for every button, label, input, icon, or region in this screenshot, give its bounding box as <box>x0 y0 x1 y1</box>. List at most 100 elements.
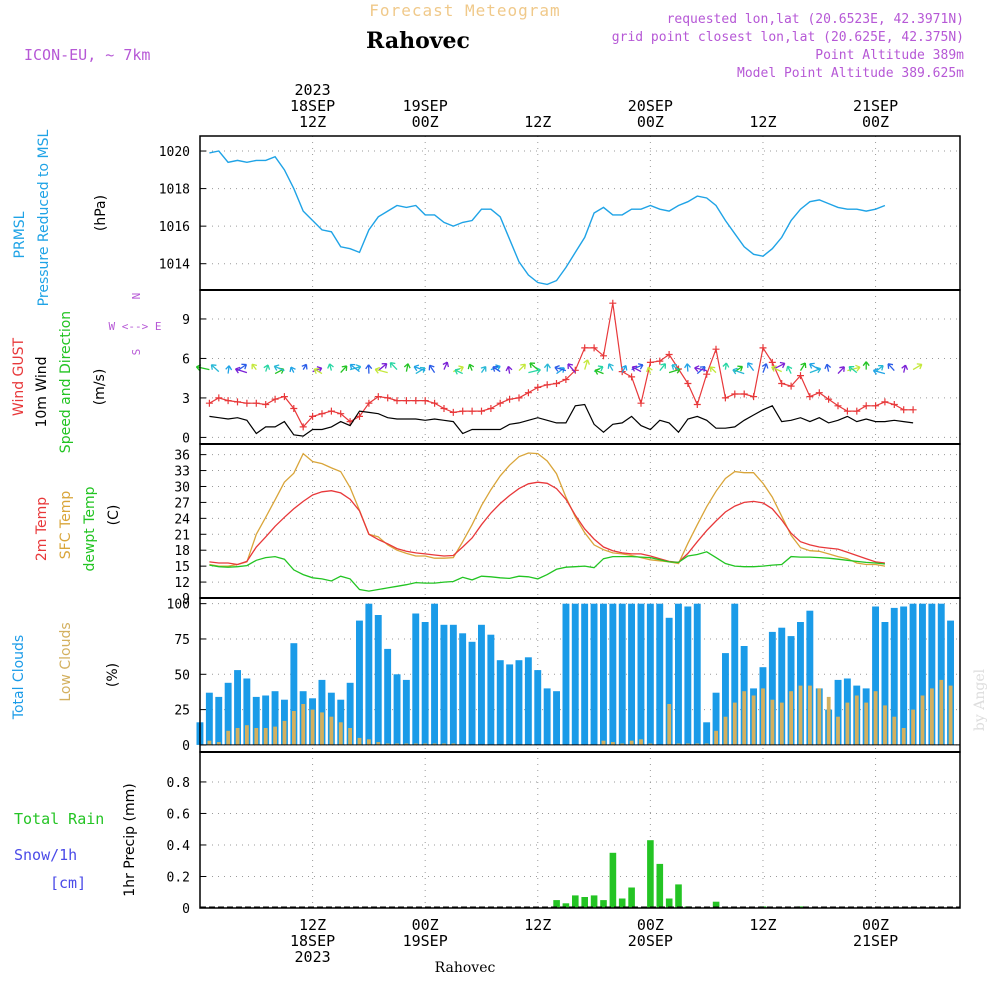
low-cloud-bar <box>704 743 709 745</box>
gust-point <box>581 344 589 352</box>
gust-point <box>365 399 373 407</box>
model-label: ICON-EU, ~ 7km <box>24 46 150 64</box>
low-cloud-bar <box>779 702 784 745</box>
total-cloud-bar <box>900 606 908 745</box>
total-cloud-bar <box>937 603 945 745</box>
total-cloud-bar <box>797 622 804 745</box>
wind-arrow-head <box>872 367 879 375</box>
wind-direction-arrow <box>413 365 426 372</box>
total-clouds-label: Total Clouds <box>11 635 27 720</box>
total-cloud-bar <box>534 670 542 745</box>
total-cloud-bar <box>384 648 392 745</box>
gust-point <box>412 397 420 405</box>
rain-bar <box>581 897 588 908</box>
gust-point <box>374 393 382 401</box>
credit-label: by Angel <box>972 668 988 731</box>
low-cloud-bar <box>845 702 850 745</box>
gust-point <box>309 412 317 420</box>
low-cloud-bar <box>948 685 953 745</box>
low-cloud-bar <box>930 688 934 745</box>
wind-arrow-head <box>381 362 388 369</box>
wind-arrow-head <box>389 362 396 368</box>
wind-arrow-head <box>583 359 591 365</box>
total-cloud-bar <box>449 624 457 745</box>
wind-direction-arrow <box>529 362 539 371</box>
snow-legend: Snow/1h <box>14 846 77 864</box>
wind-arrow-head <box>747 362 753 368</box>
low-cloud-bar <box>216 742 221 745</box>
gust-point <box>290 405 298 412</box>
gust-point <box>393 397 401 405</box>
gust-point <box>740 390 748 398</box>
y-tick-label: 0 <box>182 902 190 917</box>
low-cloud-bar <box>639 739 643 745</box>
wind-direction-arrow <box>210 364 220 373</box>
low-cloud-bar <box>789 691 793 745</box>
wind-direction-arrow <box>696 366 706 375</box>
top-time-label: 21SEP <box>853 97 898 115</box>
wind-direction-arrow <box>265 364 269 372</box>
panel-wind: 0 3 6 9 Wind GUST 10m Wind Speed and Direction… <box>11 290 960 453</box>
rain-bar <box>572 895 579 908</box>
wind-arrow-head <box>646 366 653 373</box>
gust-point <box>440 405 448 412</box>
total-cloud-bar <box>787 636 795 745</box>
bottom-time-label: 19SEP <box>403 932 448 950</box>
wind-direction-arrow <box>875 365 884 373</box>
rain-bar <box>647 840 654 908</box>
low-cloud-bar <box>395 743 399 745</box>
total-cloud-bar <box>684 606 692 745</box>
y-tick-label: 0.2 <box>167 870 190 885</box>
top-time-label: 2023 <box>295 81 331 99</box>
gust-point <box>768 358 776 366</box>
low-cloud-bar <box>667 704 672 745</box>
low-cloud-bar <box>254 728 259 745</box>
wind-arrow-head <box>365 364 373 370</box>
y-tick-label: 18 <box>174 544 190 559</box>
wind-direction-arrow <box>328 363 333 371</box>
low-cloud-bar <box>601 740 606 745</box>
gust-point <box>402 397 410 405</box>
wind-direction-arrow <box>671 364 679 371</box>
wind-direction-arrow <box>340 365 348 374</box>
low-cloud-bar <box>348 728 352 745</box>
y-tick-label: 9 <box>182 592 190 607</box>
gust-point <box>825 395 833 403</box>
low-cloud-bar <box>920 695 925 745</box>
low-cloud-bar <box>432 743 437 745</box>
y-tick-label: 0.8 <box>167 776 190 791</box>
top-time-label: 18SEP <box>290 97 335 115</box>
total-cloud-bar <box>656 603 664 745</box>
wind-direction-arrow <box>415 367 426 375</box>
gust-point <box>665 351 673 358</box>
chart-title: Forecast Meteogram <box>369 1 560 20</box>
rain-bar <box>553 900 560 908</box>
wind-arrow-head <box>855 364 861 372</box>
gust-point <box>731 390 739 398</box>
total-cloud-bar <box>581 603 589 745</box>
wind-direction-arrow <box>405 363 409 372</box>
wind-direction-arrow <box>771 366 782 373</box>
total-cloud-bar <box>543 688 551 745</box>
low-cloud-bar <box>301 704 306 745</box>
dewpt-line <box>209 551 885 592</box>
low-cloud-bar <box>292 711 296 745</box>
wind-arrow-head <box>428 364 435 371</box>
wind-direction-arrow <box>724 362 728 370</box>
total-cloud-bar <box>487 634 495 745</box>
low-cloud-bar <box>901 728 906 745</box>
low-cloud-bar <box>620 743 625 745</box>
wind-direction-arrow <box>659 363 666 372</box>
total-cloud-bar <box>675 603 682 745</box>
precip-label: 1hr Precip (mm) <box>122 783 138 896</box>
wind-line <box>209 403 914 437</box>
wind-arrow-head <box>480 365 487 372</box>
wind-arrow-head <box>313 367 320 374</box>
temp-2m-line <box>209 481 885 566</box>
low-cloud-bar <box>911 709 915 745</box>
wind-direction-arrow <box>377 363 388 372</box>
gust-point <box>815 389 823 397</box>
low-cloud-bar <box>854 695 859 745</box>
bottom-time-label: 21SEP <box>853 932 898 950</box>
